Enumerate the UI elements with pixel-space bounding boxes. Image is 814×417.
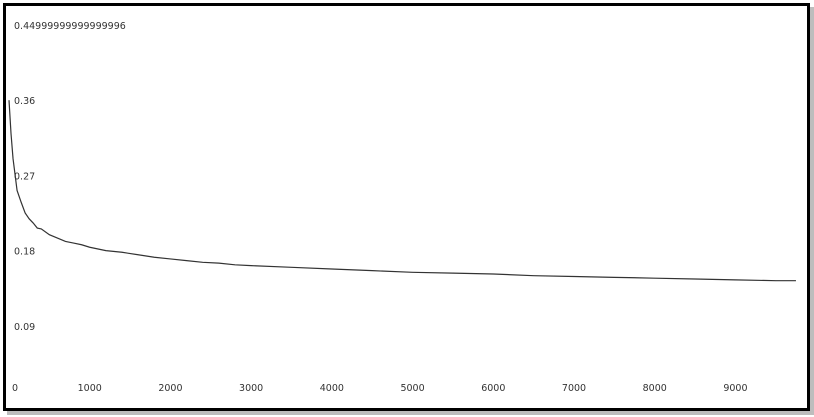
y-tick-label: 0.18	[14, 247, 35, 258]
x-tick-label: 7000	[562, 383, 586, 394]
x-tick-label: 4000	[320, 383, 344, 394]
x-axis-ticks: 0 1000 2000 3000 4000 5000 6000 7000 8000 9000	[12, 383, 748, 394]
x-tick-label: 1000	[78, 383, 102, 394]
y-tick-label: 0.27	[14, 171, 35, 182]
x-tick-label: 8000	[643, 383, 667, 394]
y-axis-ticks: 0.09 0.18 0.27 0.36 0.44999999999999996	[14, 21, 126, 333]
chart-frame	[3, 3, 810, 411]
series-line	[8, 100, 796, 282]
y-tick-label: 0.09	[14, 322, 35, 333]
x-tick-label: 9000	[723, 383, 747, 394]
x-tick-label: 5000	[400, 383, 424, 394]
y-tick-label: 0.36	[14, 96, 35, 107]
y-tick-label: 0.44999999999999996	[14, 21, 126, 32]
x-tick-label: 6000	[481, 383, 505, 394]
x-tick-label: 0	[12, 383, 18, 394]
x-tick-label: 3000	[239, 383, 263, 394]
x-tick-label: 2000	[158, 383, 182, 394]
